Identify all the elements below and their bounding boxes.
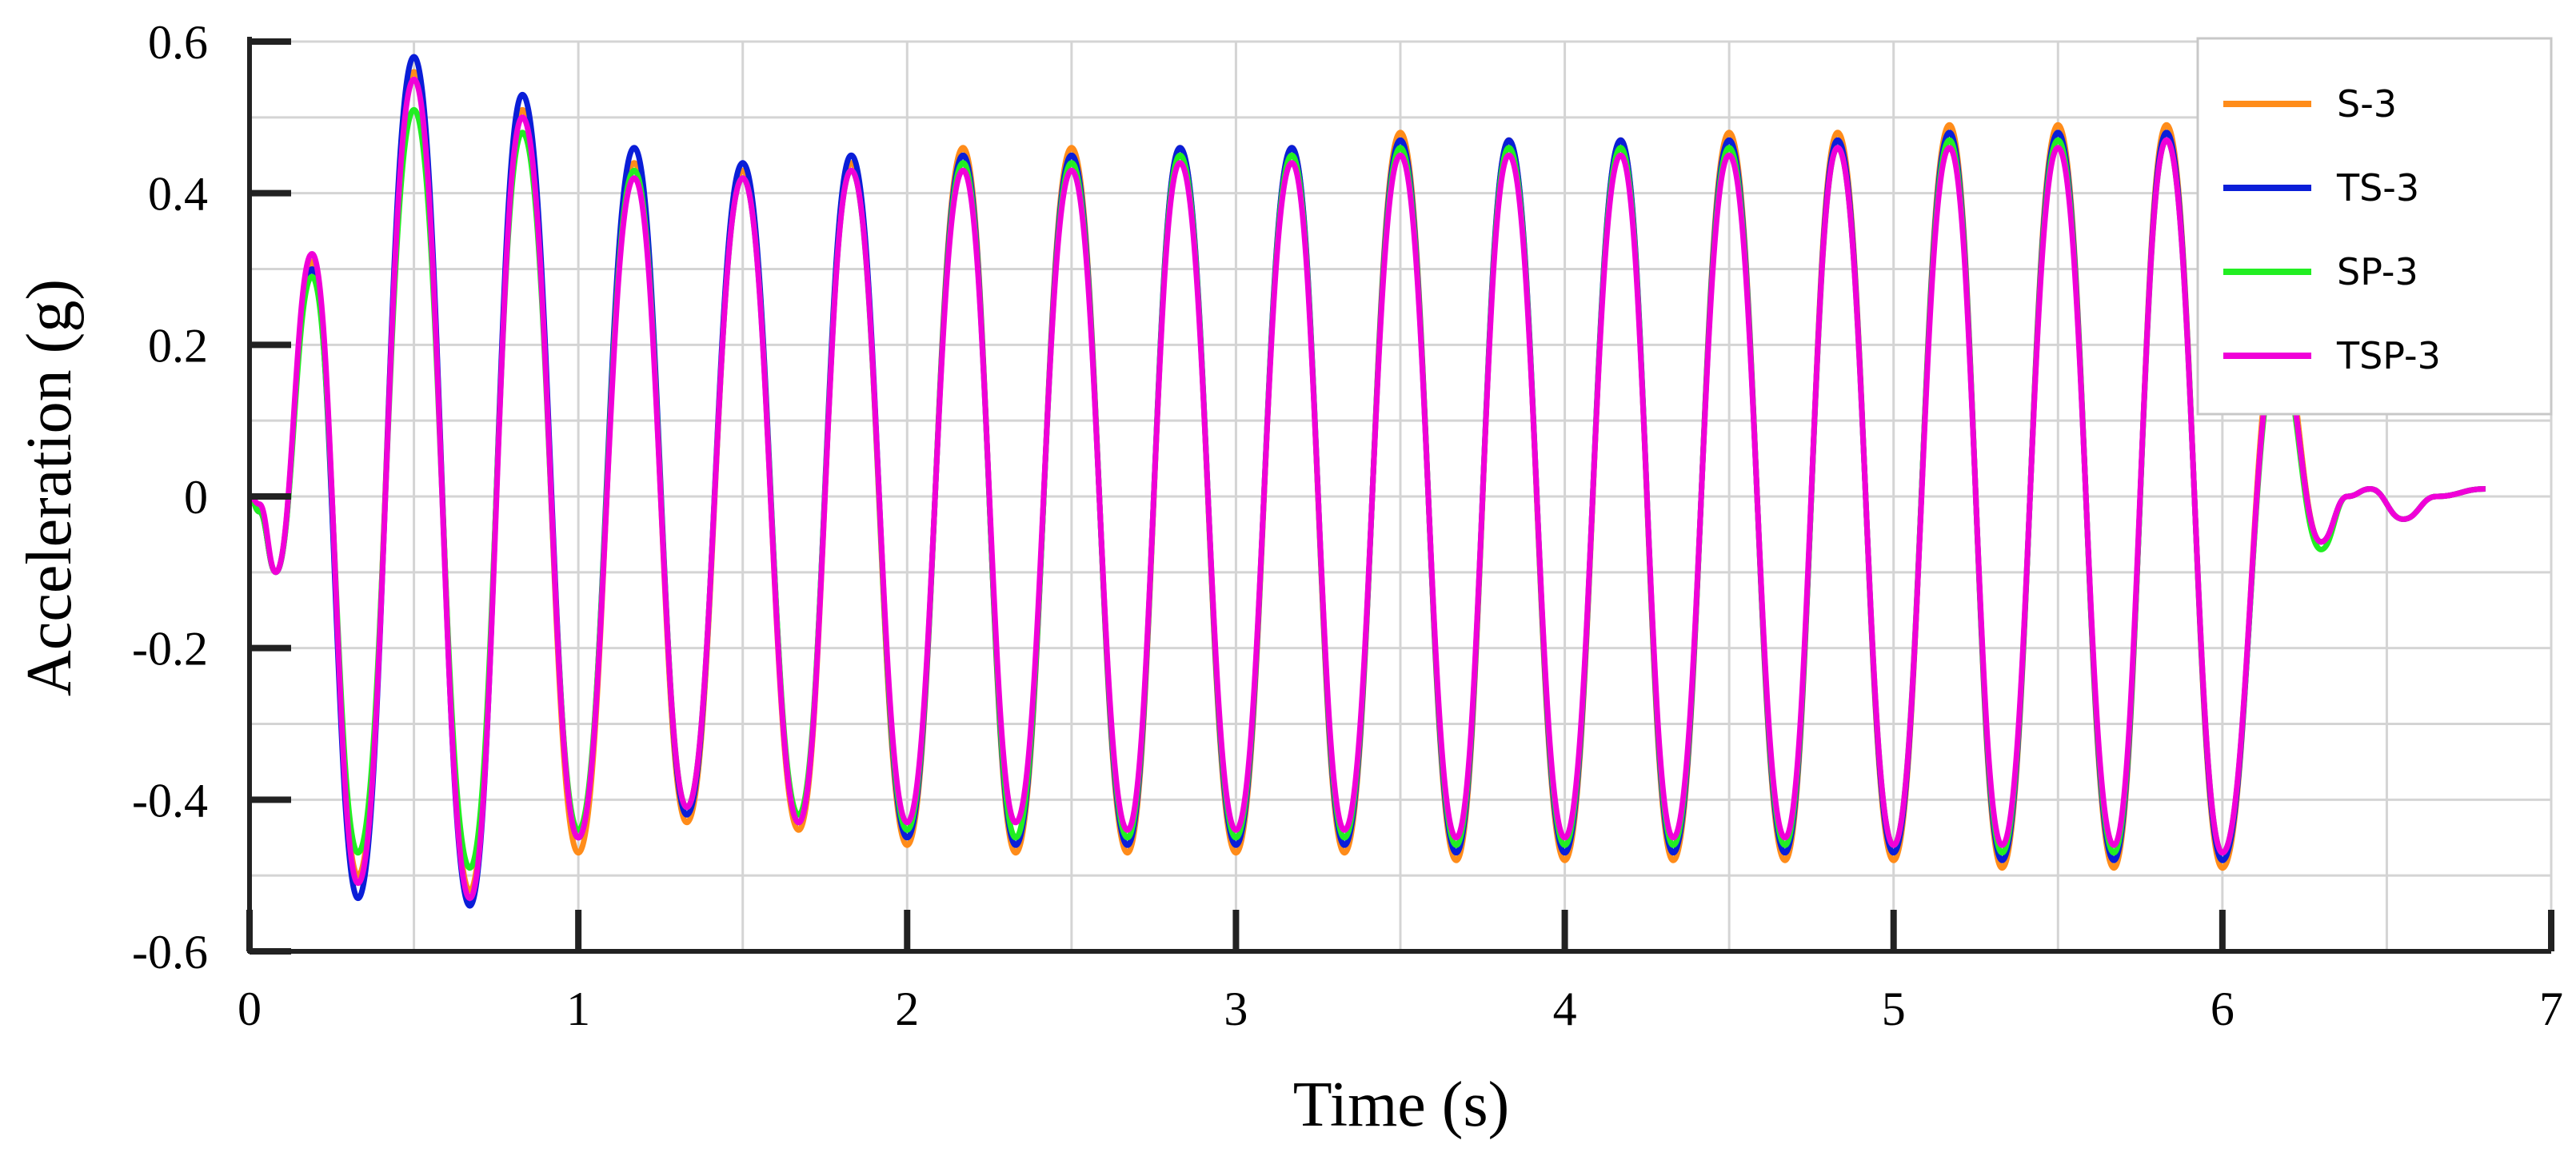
legend-label: SP-3: [2337, 250, 2418, 293]
legend: S-3 TS-3 SP-3 TSP-3: [2196, 37, 2553, 416]
series-layer: [248, 54, 2486, 909]
series-line-s-3: [248, 69, 2486, 894]
grid: [248, 40, 2553, 953]
x-tick-label: 4: [1553, 983, 1577, 1035]
x-tick-label: 2: [895, 983, 919, 1035]
x-axis-title: Time (s): [1293, 1070, 1509, 1140]
x-tick-label: 1: [566, 983, 590, 1035]
y-tick-label: -0.4: [132, 774, 208, 827]
series-line-ts-3: [248, 54, 2486, 909]
legend-label: TSP-3: [2336, 334, 2441, 377]
x-tick-label: 6: [2211, 983, 2235, 1035]
y-tick-label: 0.4: [148, 168, 208, 221]
y-tick-label: -0.2: [132, 623, 208, 676]
x-tick-label: 5: [1882, 983, 1906, 1035]
y-axis-title: Acceleration (g): [14, 279, 85, 696]
series-line-tsp-3: [249, 76, 2486, 902]
legend-label: S-3: [2337, 82, 2397, 126]
x-tick-label: 0: [238, 983, 262, 1035]
tick-labels: 0 1 2 3 4 5 6 7 0.6 0.4 0.2 0 -0.2 -0.4 -0.6: [132, 16, 2563, 1035]
x-tick-label: 3: [1224, 983, 1248, 1035]
legend-label: TS-3: [2336, 166, 2419, 209]
x-tick-label: 7: [2539, 983, 2563, 1035]
y-tick-label: 0.2: [148, 319, 208, 372]
axes: [246, 37, 2554, 955]
y-tick-label: 0.6: [148, 16, 208, 69]
y-tick-label: -0.6: [132, 926, 208, 979]
y-tick-label: 0: [184, 471, 208, 524]
